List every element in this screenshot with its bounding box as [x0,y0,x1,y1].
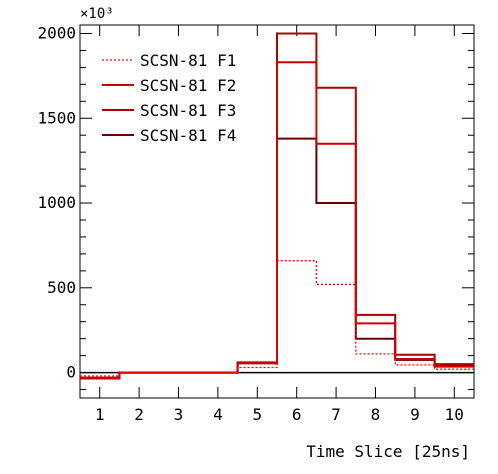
y-tick-label: 1000 [37,193,76,212]
x-tick-label: 6 [292,405,302,424]
x-tick-label: 2 [134,405,144,424]
series-line-scsn-81-f1 [80,260,474,377]
y-axis-exponent-label: ×10³ [80,6,114,22]
legend-label: SCSN-81 F3 [140,101,236,120]
y-tick-label: 1500 [37,108,76,127]
series-line-scsn-81-f2 [80,61,474,379]
series-lines [80,32,474,380]
x-tick-label: 1 [95,405,105,424]
plot-frame [79,24,475,399]
legend: SCSN-81 F1 SCSN-81 F2 SCSN-81 F3 SCSN-81 F4 [102,51,236,145]
x-tick-label: 5 [252,405,262,424]
legend-label: SCSN-81 F1 [140,51,236,70]
x-tick-label: 3 [174,405,184,424]
legend-label: SCSN-81 F4 [140,126,236,145]
x-tick-label: 10 [445,405,464,424]
legend-label: SCSN-81 F2 [140,76,236,95]
x-tick-label: 4 [213,405,223,424]
x-tick-label: 8 [371,405,381,424]
x-tick-label: 7 [331,405,341,424]
y-tick-label: 0 [66,363,76,382]
y-tick-label: 500 [47,278,76,297]
x-tick-label: 9 [410,405,420,424]
x-axis-label: Time Slice [25ns] [306,442,470,461]
y-tick-label: 2000 [37,23,76,42]
